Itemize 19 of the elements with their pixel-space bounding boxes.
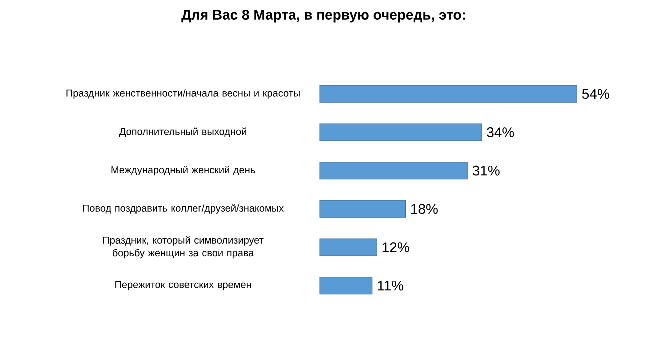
data-label: 18%: [412, 204, 438, 214]
data-label: 54%: [582, 89, 610, 100]
bar: [320, 124, 482, 142]
y-tick-label: Пережиток советских времен: [116, 281, 252, 290]
bar: [320, 238, 378, 256]
bar: [320, 162, 468, 180]
bar: [320, 277, 373, 295]
data-label: 31%: [472, 166, 500, 176]
data-label: 11%: [378, 280, 404, 291]
y-tick-label: Международный женский день: [112, 166, 256, 176]
y-tick-label: Праздник, который символизирует борьбу женщин за свои права: [103, 236, 264, 259]
chart-title: Для Вас 8 Марта, в первую очередь, это:: [182, 10, 466, 23]
y-tick-label: Праздник женственности/начала весны и красоты: [66, 90, 300, 99]
data-label: 34%: [487, 128, 514, 138]
y-tick-label: Повод поздравить коллег/друзей/знакомых: [83, 204, 284, 214]
data-label: 12%: [382, 242, 410, 252]
bar: [320, 85, 578, 103]
y-tick-label: Дополнительный выходной: [119, 128, 246, 138]
bar: [320, 200, 406, 218]
